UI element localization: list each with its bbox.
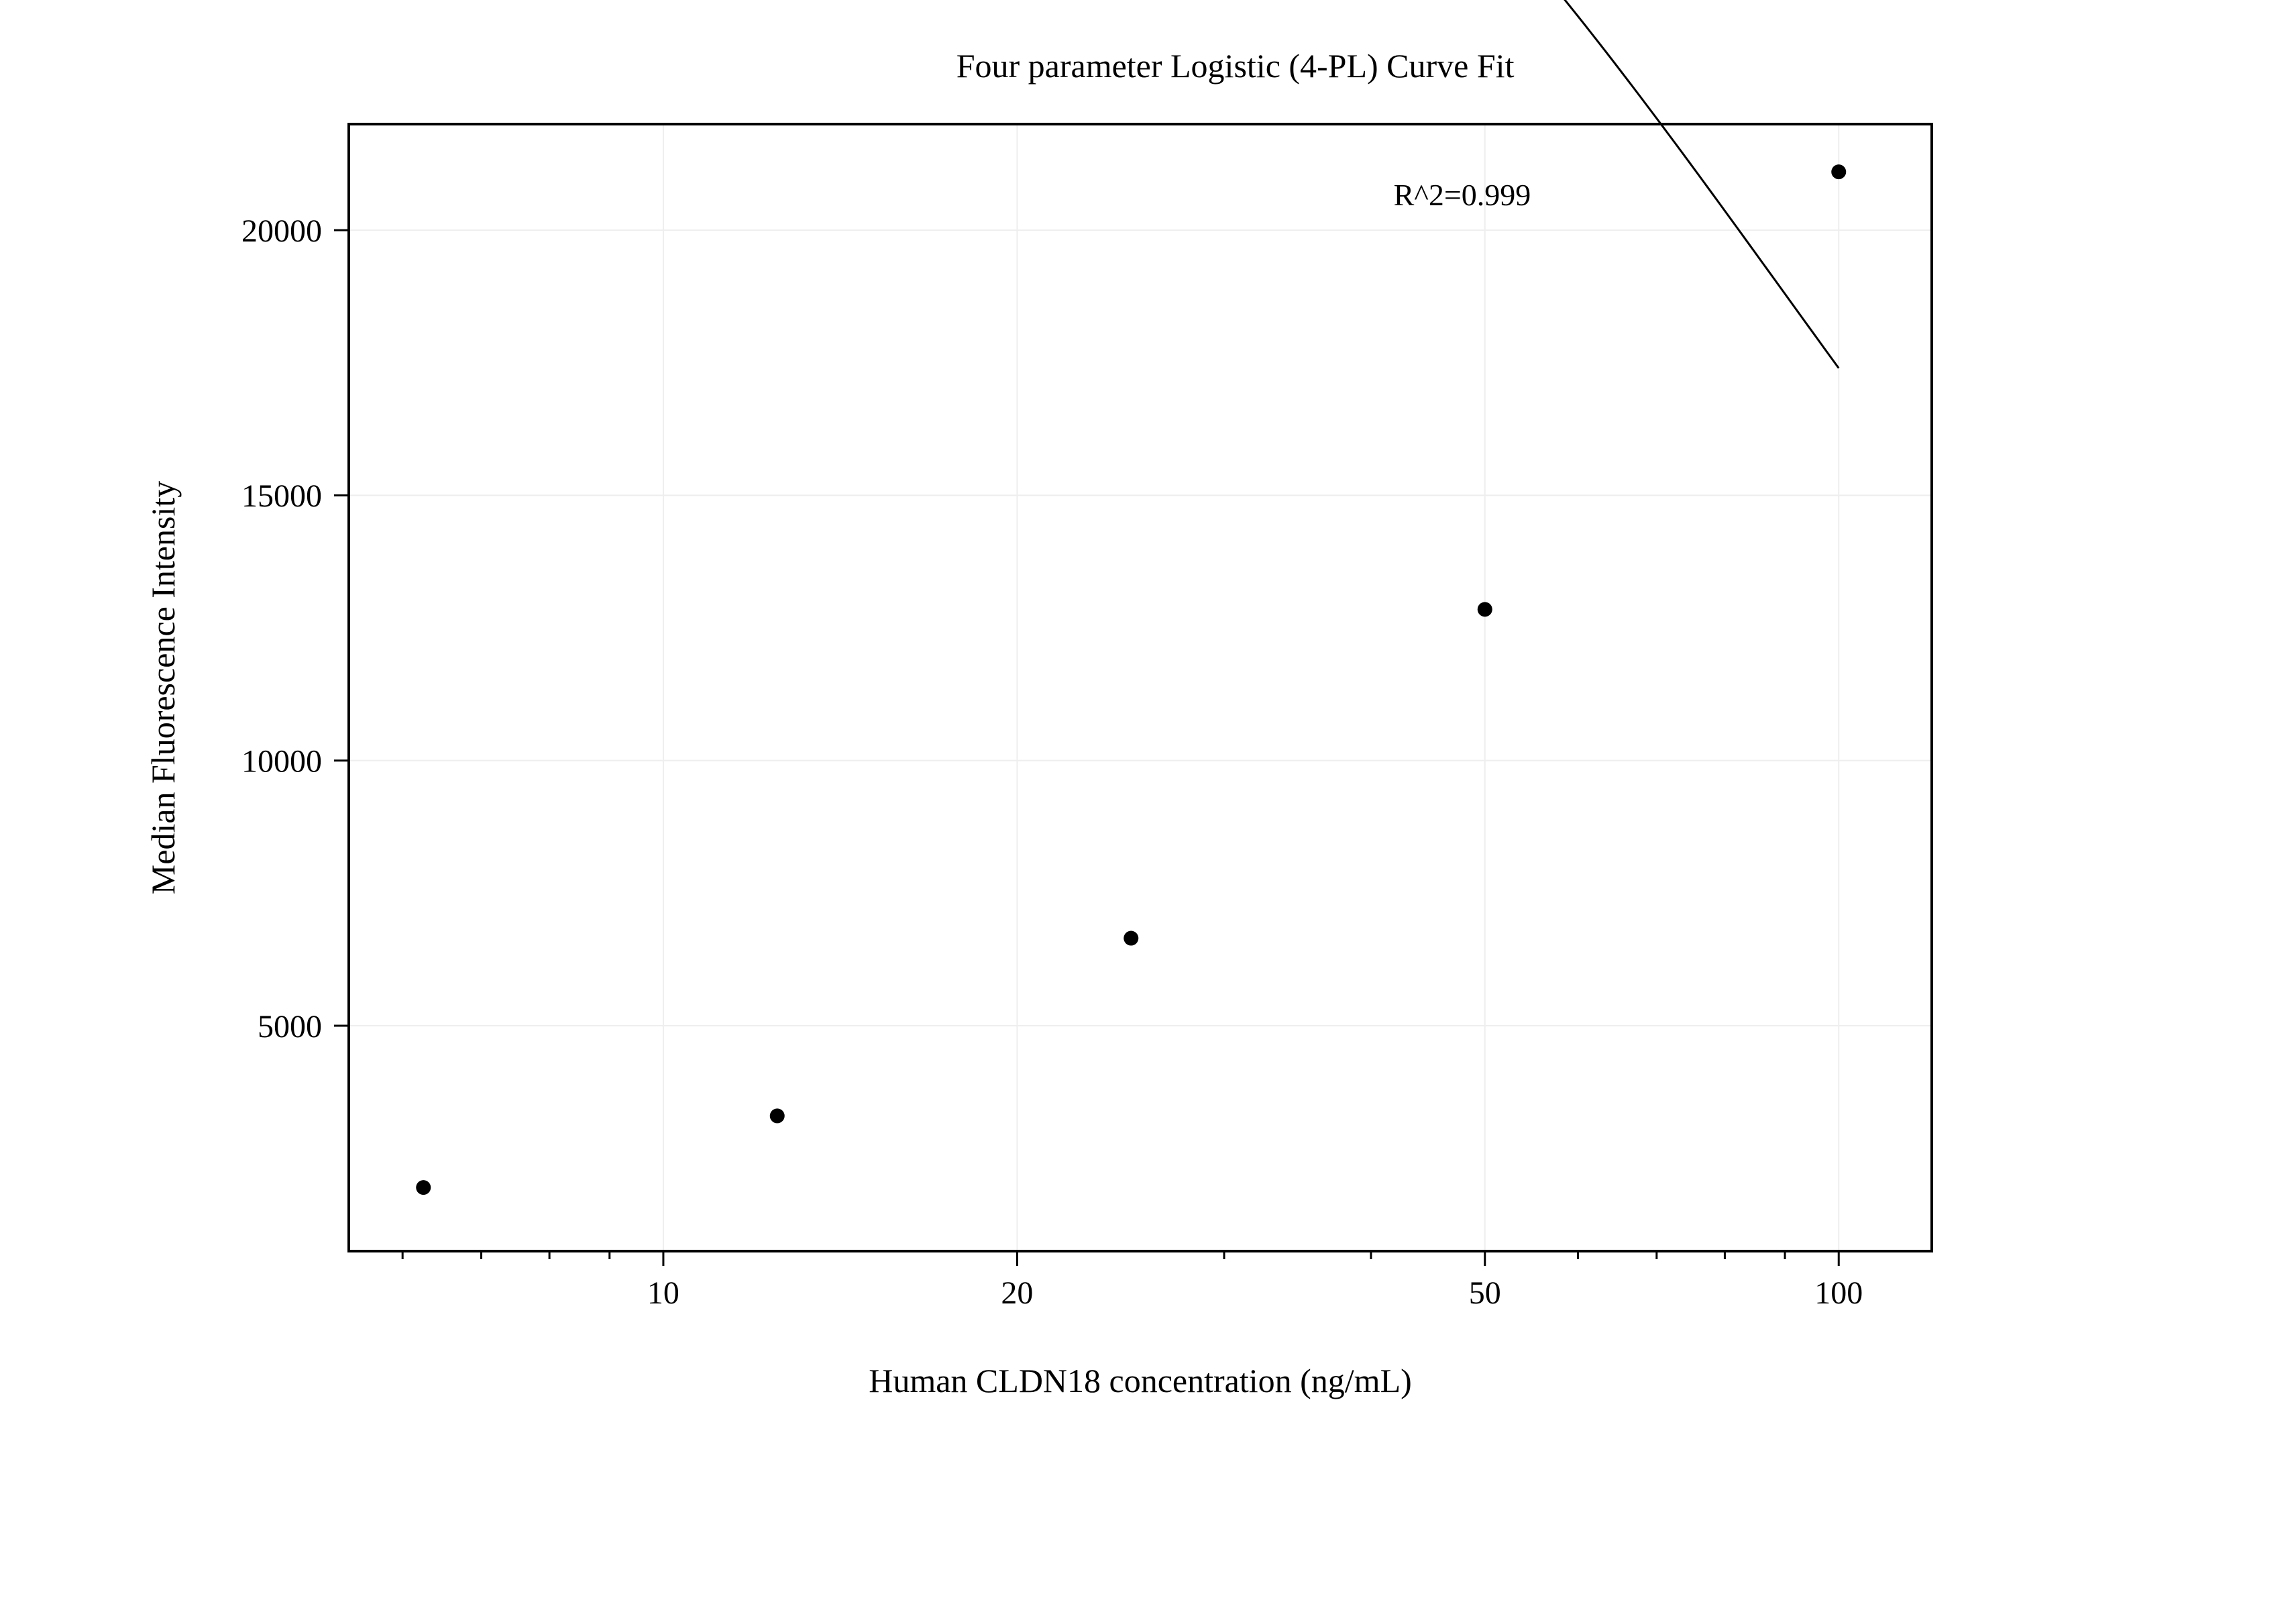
data-point	[1124, 931, 1138, 946]
y-tick-label: 20000	[241, 213, 322, 249]
y-axis-label: Median Fluorescence Intensity	[144, 481, 182, 894]
r-squared-annotation: R^2=0.999	[1394, 178, 1531, 212]
data-point	[1831, 164, 1846, 179]
y-tick-label: 10000	[241, 744, 322, 780]
data-point	[770, 1108, 785, 1123]
chart-container: 10 100 20 50 5000 10000 15000 20000 Four paramet…	[0, 0, 2296, 1604]
y-tick-label: 5000	[258, 1009, 322, 1045]
y-tick-label: 15000	[241, 478, 322, 514]
data-point	[416, 1180, 431, 1195]
chart-svg: 10 100 20 50 5000 10000 15000 20000 Four paramet…	[0, 0, 2296, 1604]
x-tick-label: 10	[647, 1275, 679, 1311]
x-tick-label: 100	[1814, 1275, 1863, 1311]
data-point	[1478, 602, 1492, 617]
x-tick-label: 50	[1469, 1275, 1501, 1311]
x-axis-label: Human CLDN18 concentration (ng/mL)	[869, 1362, 1412, 1399]
x-tick-label: 20	[1001, 1275, 1033, 1311]
chart-title: Four parameter Logistic (4-PL) Curve Fit	[956, 47, 1515, 85]
